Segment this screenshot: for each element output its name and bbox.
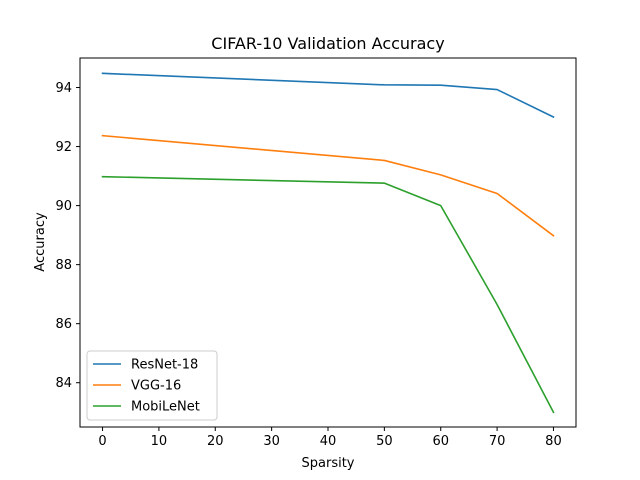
legend-box <box>86 350 218 421</box>
x-tick-label: 0 <box>98 434 106 449</box>
x-tick-label: 20 <box>207 434 224 449</box>
x-tick-label: 60 <box>432 434 449 449</box>
y-tick-label: 92 <box>55 140 72 155</box>
x-axis-label: Sparsity <box>302 456 355 471</box>
y-axis: 84 86 88 90 92 94 <box>55 81 80 391</box>
y-tick-label: 90 <box>55 199 72 214</box>
legend-label-1: VGG-16 <box>131 379 181 394</box>
x-tick-label: 30 <box>263 434 280 449</box>
x-tick-label: 10 <box>151 434 168 449</box>
y-axis-label: Accuracy <box>33 212 48 272</box>
plot-area <box>101 72 555 414</box>
legend: ResNet-18 VGG-16 MobiLeNet <box>86 350 218 421</box>
y-tick-label: 94 <box>55 81 72 96</box>
y-tick-label: 88 <box>55 258 72 273</box>
series-line-2 <box>101 175 555 414</box>
x-tick-label: 70 <box>489 434 506 449</box>
y-tick-label: 84 <box>55 376 72 391</box>
chart-title: CIFAR-10 Validation Accuracy <box>211 34 444 53</box>
legend-label-0: ResNet-18 <box>131 358 198 373</box>
series-line-1 <box>101 134 555 237</box>
y-tick-label: 86 <box>55 317 72 332</box>
series-line-0 <box>101 72 555 119</box>
x-tick-label: 80 <box>545 434 562 449</box>
x-tick-label: 50 <box>376 434 393 449</box>
legend-label-2: MobiLeNet <box>131 400 200 415</box>
x-axis: 0 10 20 30 40 50 60 70 80 <box>98 427 562 449</box>
x-tick-label: 40 <box>320 434 337 449</box>
